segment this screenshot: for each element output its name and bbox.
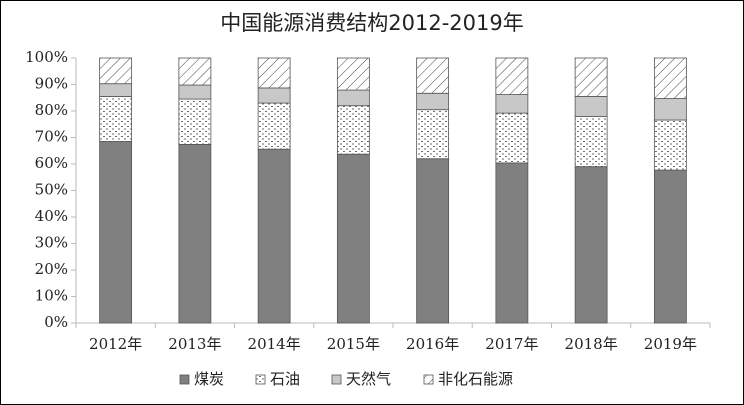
x-tick-label: 2015年 <box>327 335 380 353</box>
bar-segment <box>336 153 370 324</box>
bar-segment <box>495 162 529 324</box>
y-tick-label: 80% <box>35 101 68 119</box>
bar-segment <box>574 166 608 324</box>
bar-segment <box>495 94 529 114</box>
bar-segment <box>99 96 133 142</box>
legend-label: 非化石能源 <box>438 370 513 388</box>
y-tick-label: 10% <box>35 287 68 305</box>
bar-segment <box>416 109 450 160</box>
bar-segment <box>416 158 450 324</box>
bar-segment <box>257 57 291 89</box>
bar-segment <box>257 102 291 150</box>
bar-segment <box>495 57 529 95</box>
bar-segment <box>178 84 212 100</box>
bar-segment <box>653 169 687 324</box>
x-tick-label: 2018年 <box>565 335 618 353</box>
legend-swatch <box>255 374 266 385</box>
legend-label: 煤炭 <box>194 370 224 388</box>
legend-label: 石油 <box>270 370 300 388</box>
bar-segment <box>99 57 133 85</box>
x-tick-label: 2016年 <box>406 335 459 353</box>
legend-label: 天然气 <box>346 370 391 388</box>
x-tick-label: 2014年 <box>248 335 301 353</box>
bar-segment <box>99 83 133 97</box>
bar-segment <box>574 96 608 117</box>
chart-title: 中国能源消费结构2012-2019年 <box>220 11 523 35</box>
bar-segment <box>574 57 608 97</box>
bar-segment <box>336 57 370 91</box>
bar-segment <box>257 87 291 104</box>
bar-segment <box>416 92 450 111</box>
bar-segment <box>178 143 212 324</box>
bar-segment <box>653 119 687 171</box>
y-tick-label: 70% <box>35 128 68 146</box>
bar-segment <box>99 141 133 324</box>
bar-segment <box>416 57 450 94</box>
bar-segment <box>336 89 370 107</box>
bar-segment <box>653 98 687 121</box>
bar-segment <box>336 105 370 155</box>
x-tick-label: 2013年 <box>168 335 221 353</box>
y-tick-label: 50% <box>35 181 68 199</box>
y-tick-label: 100% <box>25 48 68 66</box>
bar-segment <box>178 57 212 86</box>
bar-segment <box>257 148 291 324</box>
legend-swatch <box>331 374 342 385</box>
x-tick-label: 2017年 <box>485 335 538 353</box>
x-tick-label: 2012年 <box>89 335 142 353</box>
y-tick-label: 0% <box>44 313 68 331</box>
bar-segment <box>653 57 687 99</box>
y-tick-label: 20% <box>35 260 68 278</box>
bar-segment <box>574 116 608 168</box>
bar-segment <box>178 98 212 145</box>
y-tick-label: 40% <box>35 207 68 225</box>
y-tick-label: 90% <box>35 75 68 93</box>
x-tick-label: 2019年 <box>644 335 697 353</box>
bar-segment <box>495 112 529 164</box>
legend-swatch <box>179 374 190 385</box>
y-tick-label: 60% <box>35 154 68 172</box>
y-tick-label: 30% <box>35 234 68 252</box>
legend-swatch <box>423 374 434 385</box>
